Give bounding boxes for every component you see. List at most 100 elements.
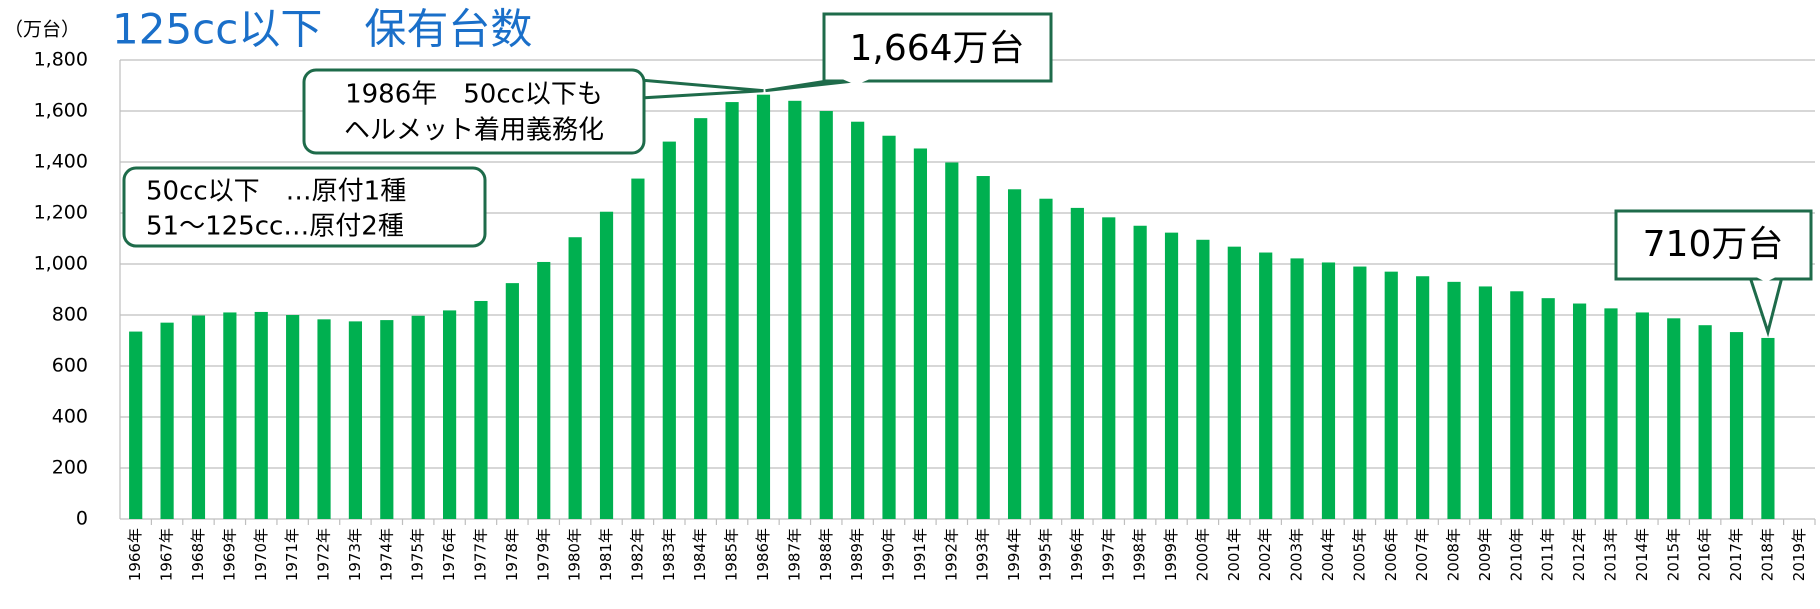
- callout-pointer: [1752, 275, 1780, 282]
- bar: [599, 211, 614, 519]
- x-tick-label: 1989年: [848, 528, 866, 581]
- x-tick-label: 2007年: [1413, 528, 1431, 581]
- x-tick-label: 1999年: [1162, 528, 1180, 581]
- bar: [1039, 198, 1053, 519]
- bar: [1290, 258, 1304, 519]
- callout-pointer: [1747, 275, 1784, 338]
- bar: [819, 111, 833, 519]
- x-tick-label: 1997年: [1099, 528, 1117, 581]
- bar: [1384, 271, 1398, 519]
- x-tick-label: 1970年: [252, 528, 270, 581]
- x-tick-label: 1986年: [754, 528, 772, 581]
- x-tick-label: 1984年: [691, 528, 709, 581]
- note-box: [122, 166, 487, 248]
- x-tick-label: 2002年: [1256, 528, 1274, 581]
- bar: [1761, 337, 1775, 519]
- bar: [129, 331, 143, 519]
- x-tick-label: 1969年: [220, 528, 238, 581]
- x-tick-label: 1987年: [785, 528, 803, 581]
- bar: [191, 315, 206, 519]
- bar: [1416, 276, 1430, 519]
- x-tick-label: 2003年: [1288, 528, 1306, 581]
- x-tick-label: 1976年: [440, 528, 458, 581]
- x-tick-label: 2014年: [1633, 528, 1651, 581]
- bar: [662, 141, 676, 519]
- x-tick-label: 1993年: [974, 528, 992, 581]
- bar: [1667, 318, 1681, 519]
- x-tick-label: 1981年: [597, 528, 615, 581]
- x-tick-label: 1977年: [471, 528, 489, 581]
- x-tick-label: 2017年: [1727, 528, 1745, 581]
- y-tick-label: 1,400: [34, 151, 88, 173]
- x-tick-label: 1996年: [1068, 528, 1086, 581]
- bar: [976, 176, 990, 519]
- bar: [317, 319, 331, 519]
- bar: [1447, 281, 1461, 519]
- x-tick-label: 2004年: [1319, 528, 1337, 581]
- x-tick-label: 1966年: [126, 528, 144, 581]
- x-tick-label: 1988年: [817, 528, 835, 581]
- bar: [474, 300, 488, 519]
- note-text: 1986年 50cc以下も: [345, 80, 603, 110]
- x-tick-label: 1991年: [911, 528, 929, 581]
- x-tick-label: 2012年: [1570, 528, 1588, 581]
- y-tick-label: 1,000: [34, 253, 88, 275]
- bar: [1196, 239, 1210, 519]
- bar: [882, 135, 896, 520]
- bar: [945, 162, 959, 519]
- bar: [1729, 332, 1744, 519]
- bar: [1321, 262, 1336, 519]
- y-tick-label: 1,200: [34, 202, 88, 224]
- x-tick-label: 1973年: [346, 528, 364, 581]
- callout-box: [822, 12, 1053, 83]
- bar: [1635, 312, 1649, 519]
- y-tick-label: 1,600: [34, 100, 88, 122]
- bar: [1510, 291, 1524, 519]
- x-tick-label: 1980年: [566, 528, 584, 581]
- bar: [442, 310, 457, 519]
- bar: [286, 315, 300, 519]
- x-tick-label: 2015年: [1664, 528, 1682, 581]
- x-tick-label: 2018年: [1758, 528, 1776, 581]
- note-text: ヘルメット着用義務化: [344, 116, 604, 146]
- bar: [725, 102, 739, 519]
- x-tick-label: 2000年: [1193, 528, 1211, 581]
- y-tick-label: 800: [52, 304, 88, 326]
- callout-pointer: [638, 78, 764, 100]
- x-tick-label: 2019年: [1790, 528, 1808, 581]
- x-tick-label: 1971年: [283, 528, 301, 581]
- bar: [568, 237, 582, 519]
- x-tick-label: 1975年: [409, 528, 427, 581]
- bar: [1478, 286, 1493, 519]
- bar: [1070, 207, 1084, 519]
- x-tick-label: 2005年: [1350, 528, 1368, 581]
- note-text: 51～125cc…原付2種: [146, 212, 404, 242]
- bar: [1541, 298, 1555, 519]
- y-tick-label: 1,800: [34, 49, 88, 71]
- bar: [537, 261, 551, 519]
- bar: [223, 312, 237, 519]
- bar: [1102, 217, 1116, 519]
- x-tick-label: 2016年: [1696, 528, 1714, 581]
- bar: [1698, 325, 1712, 519]
- note-text: 50cc以下 …原付1種: [146, 177, 406, 207]
- x-tick-label: 1985年: [723, 528, 741, 581]
- x-tick-label: 1994年: [1005, 528, 1023, 581]
- x-tick-label: 2013年: [1601, 528, 1619, 581]
- bar: [254, 311, 268, 519]
- x-tick-label: 1998年: [1131, 528, 1149, 581]
- bar: [1164, 232, 1179, 519]
- x-tick-label: 1995年: [1036, 528, 1054, 581]
- bar: [788, 100, 802, 520]
- bar: [1353, 266, 1367, 519]
- bar: [1227, 246, 1241, 519]
- bar: [1007, 189, 1022, 519]
- bar: [380, 320, 394, 519]
- bar: [631, 178, 645, 519]
- callout-pointer: [842, 79, 870, 85]
- x-tick-label: 1979年: [534, 528, 552, 581]
- x-tick-label: 1992年: [942, 528, 960, 581]
- note-box: [302, 68, 646, 155]
- x-tick-label: 2006年: [1382, 528, 1400, 581]
- bar: [505, 283, 519, 519]
